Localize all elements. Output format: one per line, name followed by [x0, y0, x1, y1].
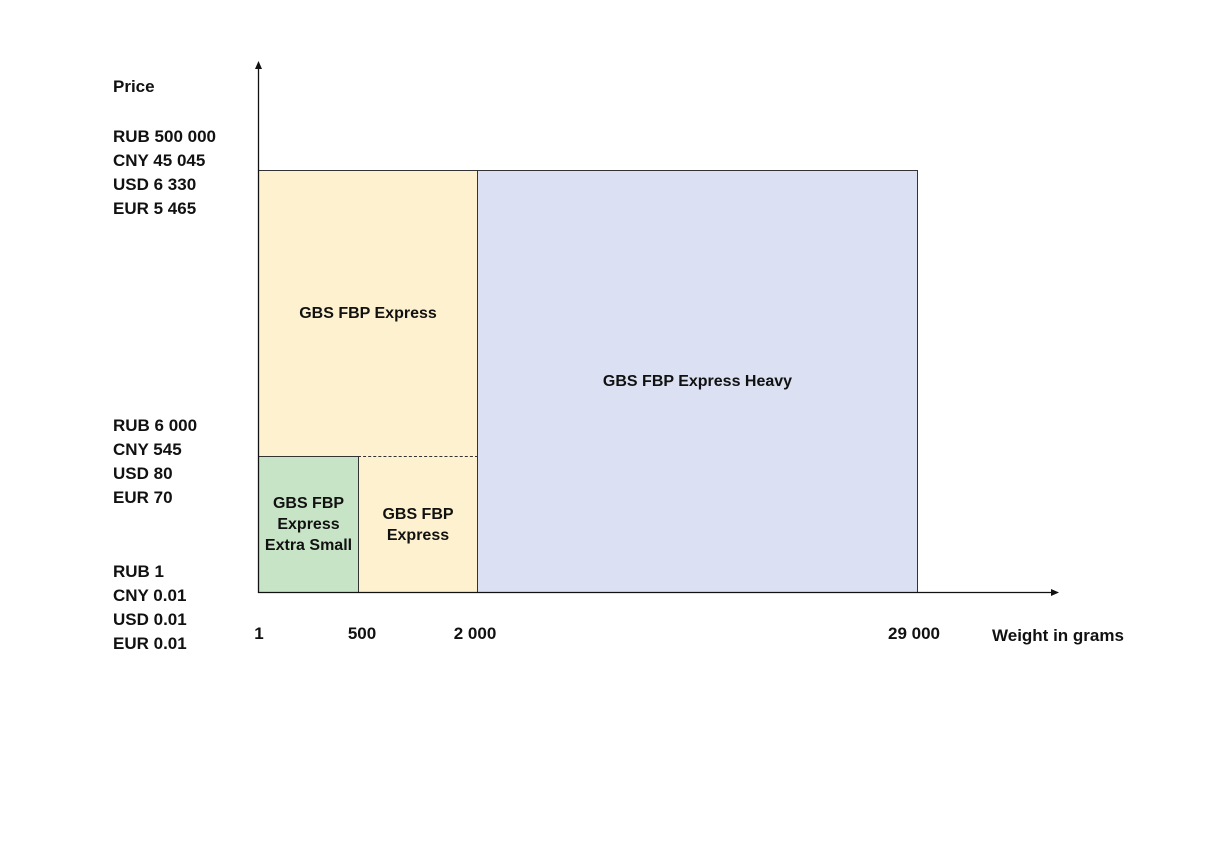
y-label: RUB 1	[113, 562, 165, 581]
region-label: GBS FBP	[382, 505, 454, 523]
region-label: Extra Small	[264, 537, 353, 554]
x-axis-title: Weight in grams	[992, 626, 1124, 645]
region-label: Express	[386, 526, 450, 544]
y-label: CNY 0.01	[113, 586, 187, 605]
y-label: EUR 5 465	[113, 199, 197, 218]
y-label: EUR 0.01	[113, 634, 187, 653]
y-label: EUR 70	[113, 488, 173, 507]
region-label: Express	[277, 516, 340, 533]
x-tick-label: 2 000	[453, 624, 497, 643]
y-axis-title: Price	[113, 77, 155, 96]
y-label: CNY 45 045	[113, 151, 206, 170]
y-label: USD 0.01	[113, 610, 187, 629]
region-label: GBS FBP Express	[299, 305, 437, 322]
y-label-bottom: RUB 1 CNY 0.01 USD 0.01 EUR 0.01	[113, 560, 187, 656]
y-label: RUB 6 000	[113, 416, 198, 435]
x-tick-label: 1	[254, 624, 264, 643]
y-label: USD 80	[113, 464, 173, 483]
y-axis-arrow-icon	[255, 61, 262, 69]
y-label-top: RUB 500 000 CNY 45 045 USD 6 330 EUR 5 465	[113, 125, 216, 221]
x-axis-arrow-icon	[1051, 589, 1059, 596]
region-label: GBS FBP	[272, 495, 345, 512]
x-tick-label: 29 000	[888, 624, 940, 643]
y-label: RUB 500 000	[113, 127, 217, 146]
region-express: GBS FBP Express	[258, 170, 478, 457]
region-express-heavy: GBS FBP Express Heavy	[477, 170, 918, 593]
y-label: CNY 545	[113, 440, 182, 459]
y-label-middle: RUB 6 000 CNY 545 USD 80 EUR 70	[113, 414, 197, 510]
x-tick-label: 500	[347, 624, 377, 643]
y-label: USD 6 330	[113, 175, 197, 194]
region-label: GBS FBP Express Heavy	[602, 373, 793, 390]
